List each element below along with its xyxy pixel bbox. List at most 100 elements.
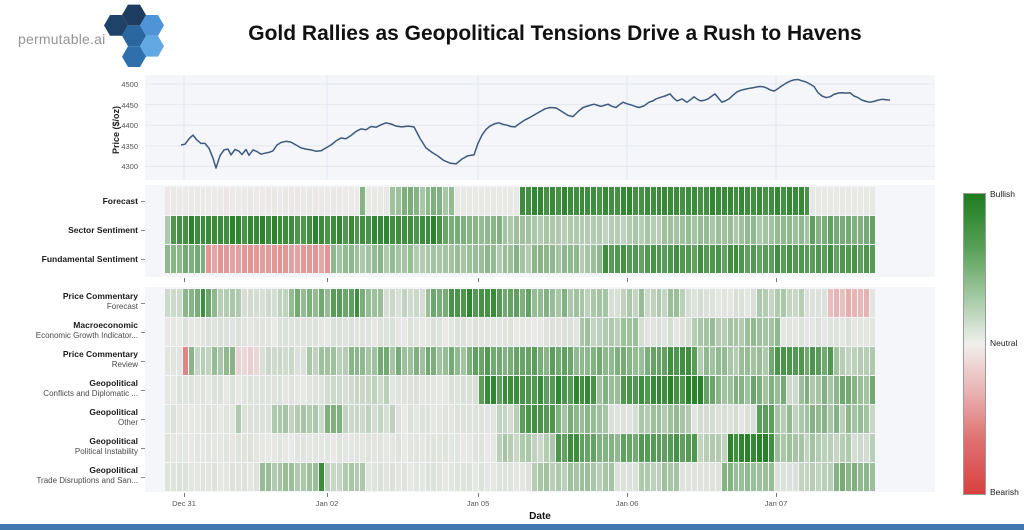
heatmap-cell bbox=[863, 318, 869, 346]
heatmap-cell bbox=[544, 405, 549, 433]
heatmap-cell bbox=[295, 463, 301, 491]
heatmap-cell bbox=[638, 187, 644, 215]
heatmap-cell bbox=[774, 289, 780, 317]
heatmap-cell bbox=[218, 347, 224, 375]
heatmap-cell bbox=[508, 245, 514, 273]
heatmap-cell bbox=[188, 463, 194, 491]
heatmap-cell bbox=[692, 318, 697, 346]
heatmap-cell bbox=[739, 434, 745, 462]
sentiment-overview-heatmap[interactable] bbox=[145, 185, 935, 277]
heatmap-cell bbox=[212, 187, 218, 215]
heatmap-cell bbox=[472, 187, 478, 215]
heatmap-cell bbox=[230, 245, 236, 273]
heatmap-cell bbox=[478, 245, 484, 273]
heatmap-cell bbox=[851, 434, 857, 462]
heatmap-cell bbox=[585, 289, 591, 317]
date-axis-title: Date bbox=[529, 511, 551, 522]
heatmap-cell bbox=[810, 347, 816, 375]
heatmap-cell bbox=[247, 187, 253, 215]
permutable-logo-text: permutable.ai bbox=[18, 31, 106, 47]
heatmap-cell bbox=[620, 187, 626, 215]
heatmap-cell bbox=[603, 289, 609, 317]
heatmap-cell bbox=[502, 216, 508, 244]
heatmap-cell bbox=[573, 376, 579, 404]
heatmap-cell bbox=[650, 289, 656, 317]
heatmap-cell bbox=[318, 405, 324, 433]
heatmap-cell bbox=[822, 318, 828, 346]
heatmap-cell bbox=[449, 434, 455, 462]
heatmap-cell bbox=[259, 187, 265, 215]
heatmap-cell bbox=[230, 216, 236, 244]
heatmap-cell bbox=[727, 347, 733, 375]
heatmap-cell bbox=[200, 216, 206, 244]
heatmap-cell bbox=[686, 318, 692, 346]
heatmap-cell bbox=[247, 434, 253, 462]
heatmap-cell bbox=[431, 405, 437, 433]
heatmap-cell bbox=[668, 376, 674, 404]
heatmap-cell bbox=[697, 347, 703, 375]
heatmap-cell bbox=[733, 245, 739, 273]
heatmap-cell bbox=[715, 216, 721, 244]
heatmap-cell bbox=[206, 405, 212, 433]
heatmap-cell bbox=[745, 463, 751, 491]
heatmap-cell bbox=[307, 405, 313, 433]
heatmap-cell bbox=[384, 289, 390, 317]
heatmap-cell bbox=[449, 318, 455, 346]
date-tick-mark bbox=[478, 493, 479, 497]
heatmap-cell bbox=[378, 187, 384, 215]
topic-sentiment-heatmap[interactable] bbox=[145, 287, 935, 492]
heatmap-cell bbox=[869, 216, 875, 244]
heatmap-cell bbox=[241, 216, 247, 244]
heatmap-cell bbox=[609, 405, 615, 433]
heatmap-cell bbox=[449, 463, 455, 491]
heatmap-cell bbox=[283, 245, 289, 273]
heatmap-cell bbox=[662, 289, 668, 317]
heatmap-cell bbox=[769, 318, 774, 346]
heatmap-cell bbox=[555, 187, 561, 215]
heatmap-cell bbox=[846, 245, 851, 273]
price-line-chart[interactable] bbox=[145, 75, 935, 180]
row-tick-mark bbox=[141, 477, 145, 478]
row-tick-mark bbox=[141, 419, 145, 420]
heatmap-cell bbox=[674, 376, 680, 404]
heatmap-cell bbox=[330, 405, 336, 433]
heatmap-cell bbox=[366, 376, 372, 404]
heatmap-cell bbox=[555, 434, 561, 462]
heatmap-cell bbox=[455, 347, 461, 375]
heatmap-cell bbox=[401, 434, 407, 462]
heatmap-cell bbox=[461, 289, 467, 317]
heatmap-cell bbox=[289, 463, 295, 491]
heatmap-cell bbox=[632, 289, 638, 317]
heatmap-cell bbox=[780, 187, 786, 215]
heatmap-cell bbox=[615, 187, 620, 215]
heatmap-cell bbox=[763, 318, 769, 346]
heatmap-cell bbox=[241, 405, 247, 433]
heatmap-cell bbox=[170, 434, 176, 462]
heatmap-cell bbox=[863, 405, 869, 433]
heatmap-cell bbox=[307, 187, 313, 215]
heatmap-cell bbox=[526, 289, 532, 317]
heatmap-cell bbox=[786, 289, 792, 317]
heatmap-cell bbox=[703, 187, 709, 215]
date-tick-mark bbox=[327, 493, 328, 497]
heatmap-cell bbox=[437, 245, 443, 273]
heatmap-cell bbox=[401, 216, 407, 244]
heatmap-cell bbox=[419, 187, 425, 215]
heatmap-cell bbox=[200, 245, 206, 273]
heatmap-cell bbox=[372, 347, 378, 375]
heatmap-cell bbox=[745, 216, 751, 244]
heatmap-cell bbox=[188, 216, 194, 244]
heatmap-cell bbox=[277, 187, 283, 215]
heatmap-cell bbox=[490, 187, 496, 215]
heatmap-cell bbox=[354, 245, 360, 273]
heatmap-cell bbox=[668, 434, 674, 462]
heatmap-cell bbox=[626, 405, 632, 433]
heatmap-cell bbox=[692, 245, 697, 273]
heatmap-cell bbox=[585, 245, 591, 273]
heatmap-cell bbox=[200, 347, 206, 375]
heatmap-cell bbox=[573, 434, 579, 462]
heatmap-cell bbox=[532, 216, 538, 244]
heatmap-cell bbox=[336, 289, 342, 317]
date-tick-label: Jan 05 bbox=[466, 499, 490, 508]
